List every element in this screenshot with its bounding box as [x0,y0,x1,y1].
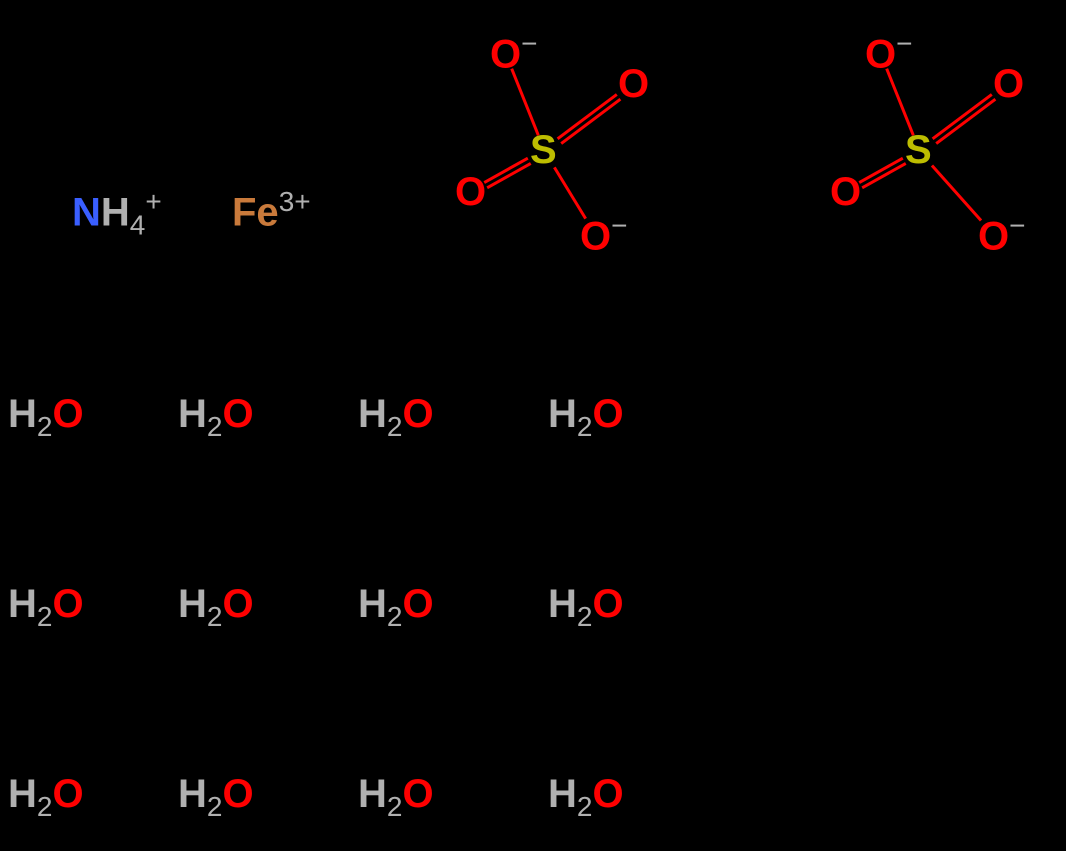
sulfur-atom-1: S [905,128,932,173]
ammonium-ion: NH4+ [72,186,162,241]
water-1-1: H2O [178,582,254,633]
oxygen-dbl-top-1: O [993,62,1024,107]
oxygen-minus-top-0: O− [490,28,537,77]
water-0-1: H2O [178,392,254,443]
iron-ion: Fe3+ [232,186,311,235]
water-2-2: H2O [358,772,434,823]
oxygen-minus-right-0: O− [580,210,627,259]
oxygen-minus-top-1: O− [865,28,912,77]
water-2-3: H2O [548,772,624,823]
water-1-3: H2O [548,582,624,633]
water-2-1: H2O [178,772,254,823]
oxygen-dbl-top-0: O [618,62,649,107]
water-1-2: H2O [358,582,434,633]
sulfur-atom-0: S [530,128,557,173]
oxygen-dbl-left-0: O [455,170,486,215]
water-1-0: H2O [8,582,84,633]
oxygen-minus-right-1: O− [978,210,1025,259]
water-0-2: H2O [358,392,434,443]
water-0-0: H2O [8,392,84,443]
water-0-3: H2O [548,392,624,443]
water-2-0: H2O [8,772,84,823]
oxygen-dbl-left-1: O [830,170,861,215]
chemical-diagram: NH4+Fe3+SO−OO−OSO−OO−OH2OH2OH2OH2OH2OH2O… [0,0,1066,851]
